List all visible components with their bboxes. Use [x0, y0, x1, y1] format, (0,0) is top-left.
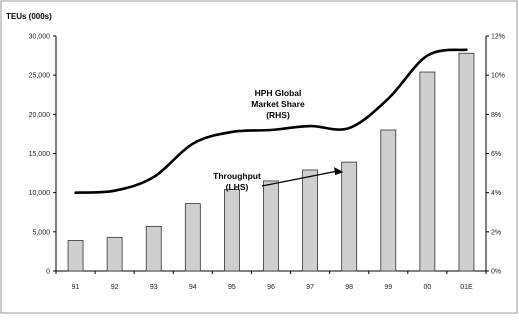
left-tick-label: 20,000	[29, 112, 51, 119]
left-tick-label: 30,000	[29, 34, 51, 41]
bars	[67, 52, 475, 272]
x-tick-label: 98	[345, 284, 353, 291]
throughput-bar	[341, 161, 358, 272]
axes: 0 5,000 10,000 15,000 20,000 25,000 30,000 0% 2%…	[29, 34, 505, 292]
x-tick-label: 00	[423, 284, 431, 291]
throughput-bar	[458, 52, 475, 272]
market-share-annotation: HPH Global	[255, 88, 302, 98]
x-tick-label: 93	[150, 284, 158, 291]
throughput-bar	[145, 225, 162, 272]
throughput-arrow-head	[334, 167, 344, 176]
x-tick-label: 01E	[460, 284, 473, 291]
throughput-bar	[419, 71, 436, 272]
market-share-annotation: (RHS)	[266, 110, 290, 120]
left-axis-unit-label: TEUs (000s)	[6, 12, 52, 21]
throughput-annotation: Throughput	[213, 171, 261, 181]
left-tick-label: 15,000	[29, 151, 51, 158]
throughput-bar	[224, 189, 240, 272]
right-tick-label: 2%	[491, 229, 501, 236]
throughput-bar	[67, 240, 84, 272]
throughput-bar	[106, 236, 123, 272]
throughput-annotation: (LHS)	[226, 182, 249, 192]
x-tick-label: 96	[267, 284, 275, 291]
throughput-arrow-line	[261, 170, 338, 187]
x-tick-label: 97	[306, 284, 314, 291]
x-tick-label: 92	[111, 284, 119, 291]
left-tick-label: 5,000	[32, 229, 50, 236]
right-tick-label: 4%	[491, 190, 501, 197]
throughput-bar	[184, 203, 201, 272]
x-tick-label: 99	[384, 284, 392, 291]
throughput-bar	[380, 129, 397, 272]
x-tick-label: 91	[72, 284, 80, 291]
right-tick-label: 12%	[491, 34, 505, 41]
left-tick-label: 0	[46, 269, 50, 276]
right-tick-label: 6%	[491, 151, 501, 158]
right-tick-label: 0%	[491, 269, 501, 276]
left-tick-label: 10,000	[29, 190, 51, 197]
right-tick-label: 8%	[491, 112, 501, 119]
right-tick-label: 10%	[491, 73, 505, 80]
throughput-bar	[263, 180, 279, 272]
market-share-series-line	[74, 48, 468, 194]
x-tick-label: 94	[189, 284, 197, 291]
x-tick-label: 95	[228, 284, 236, 291]
market-share-line	[74, 48, 468, 194]
market-share-annotation: Market Share	[251, 99, 305, 109]
left-tick-label: 25,000	[29, 73, 51, 80]
throughput-bar	[302, 169, 318, 272]
